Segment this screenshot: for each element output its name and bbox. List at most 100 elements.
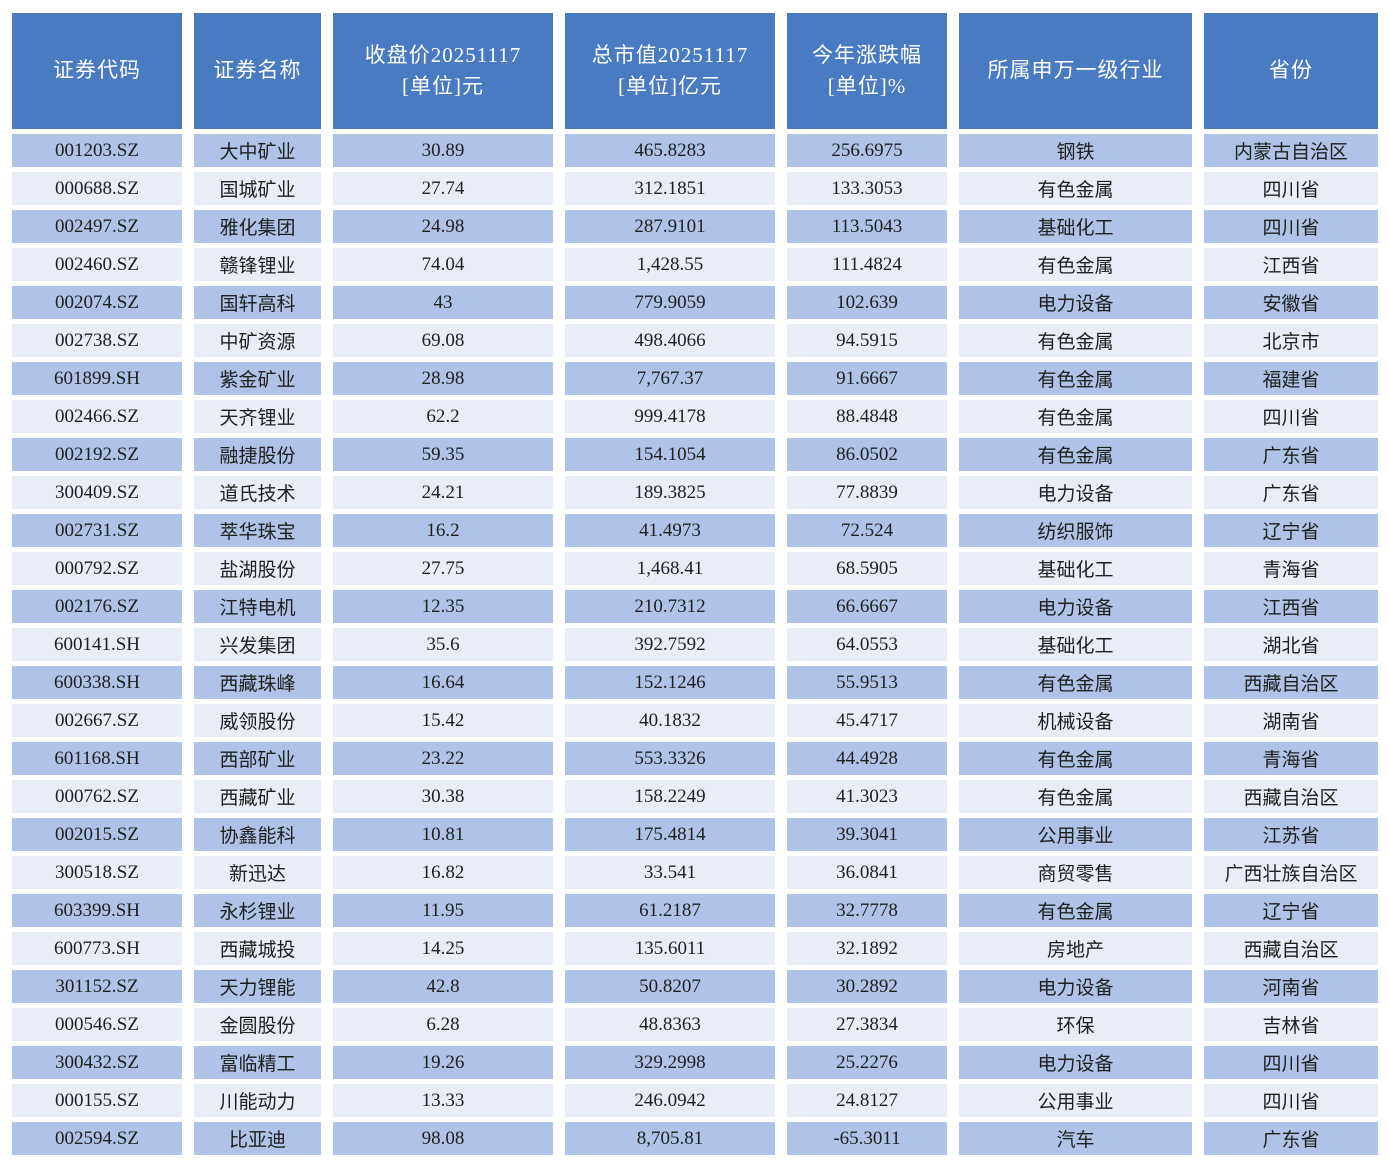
cell-security-code: 002466.SZ (12, 400, 182, 433)
cell-sw-industry: 电力设备 (959, 286, 1192, 319)
table-row: 002466.SZ 天齐锂业 62.2 999.4178 88.4848 有色金属 四川省 (12, 400, 1378, 433)
cell-security-code: 300409.SZ (12, 476, 182, 509)
cell-ytd-change: 36.0841 (787, 856, 947, 889)
cell-close-price: 10.81 (333, 818, 553, 851)
cell-market-cap: 48.8363 (565, 1008, 775, 1041)
cell-ytd-change: -65.3011 (787, 1122, 947, 1155)
cell-security-name: 西部矿业 (194, 742, 321, 775)
table-row: 002497.SZ 雅化集团 24.98 287.9101 113.5043 基础化工 四川… (12, 210, 1378, 243)
column-header-province: 省份 (1204, 13, 1378, 129)
column-title: 证券代码 (53, 58, 141, 83)
cell-security-code: 000688.SZ (12, 172, 182, 205)
cell-province: 吉林省 (1204, 1008, 1378, 1041)
cell-market-cap: 189.3825 (565, 476, 775, 509)
cell-security-name: 赣锋锂业 (194, 248, 321, 281)
column-header-close-price: 收盘价20251117 [单位]元 (333, 13, 553, 129)
cell-sw-industry: 纺织服饰 (959, 514, 1192, 547)
header-row: 证券代码 证券名称 收盘价20251117 [单位]元 总市值20251117 … (12, 13, 1378, 129)
cell-province: 北京市 (1204, 324, 1378, 357)
cell-close-price: 27.75 (333, 552, 553, 585)
cell-security-name: 大中矿业 (194, 134, 321, 167)
column-title: 证券名称 (213, 58, 302, 83)
cell-security-name: 国轩高科 (194, 286, 321, 319)
cell-sw-industry: 机械设备 (959, 704, 1192, 737)
cell-close-price: 62.2 (333, 400, 553, 433)
table-row: 300432.SZ 富临精工 19.26 329.2998 25.2276 电力设备 四川省 (12, 1046, 1378, 1079)
table-row: 600338.SH 西藏珠峰 16.64 152.1246 55.9513 有色金属 西藏自… (12, 666, 1378, 699)
cell-security-name: 金圆股份 (194, 1008, 321, 1041)
cell-security-name: 中矿资源 (194, 324, 321, 357)
cell-ytd-change: 64.0553 (787, 628, 947, 661)
cell-province: 四川省 (1204, 1084, 1378, 1117)
cell-security-name: 融捷股份 (194, 438, 321, 471)
table-row: 001203.SZ 大中矿业 30.89 465.8283 256.6975 钢铁 内蒙古自… (12, 134, 1378, 167)
cell-sw-industry: 电力设备 (959, 590, 1192, 623)
cell-market-cap: 779.9059 (565, 286, 775, 319)
cell-market-cap: 553.3326 (565, 742, 775, 775)
cell-close-price: 42.8 (333, 970, 553, 1003)
cell-security-code: 000762.SZ (12, 780, 182, 813)
cell-sw-industry: 有色金属 (959, 742, 1192, 775)
cell-sw-industry: 环保 (959, 1008, 1192, 1041)
cell-security-code: 002667.SZ (12, 704, 182, 737)
table-row: 601168.SH 西部矿业 23.22 553.3326 44.4928 有色金属 青海省 (12, 742, 1378, 775)
cell-close-price: 98.08 (333, 1122, 553, 1155)
cell-province: 江苏省 (1204, 818, 1378, 851)
cell-province: 湖北省 (1204, 628, 1378, 661)
table-row: 600141.SH 兴发集团 35.6 392.7592 64.0553 基础化工 湖北省 (12, 628, 1378, 661)
table-row: 603399.SH 永杉锂业 11.95 61.2187 32.7778 有色金属 辽宁省 (12, 894, 1378, 927)
cell-security-name: 雅化集团 (194, 210, 321, 243)
cell-ytd-change: 86.0502 (787, 438, 947, 471)
cell-close-price: 30.89 (333, 134, 553, 167)
cell-market-cap: 7,767.37 (565, 362, 775, 395)
table-row: 002731.SZ 萃华珠宝 16.2 41.4973 72.524 纺织服饰 辽宁省 (12, 514, 1378, 547)
table-row: 600773.SH 西藏城投 14.25 135.6011 32.1892 房地产 西藏自治… (12, 932, 1378, 965)
cell-market-cap: 1,468.41 (565, 552, 775, 585)
cell-security-name: 紫金矿业 (194, 362, 321, 395)
cell-market-cap: 465.8283 (565, 134, 775, 167)
cell-close-price: 16.82 (333, 856, 553, 889)
cell-ytd-change: 32.7778 (787, 894, 947, 927)
cell-security-name: 富临精工 (194, 1046, 321, 1079)
cell-province: 江西省 (1204, 590, 1378, 623)
cell-market-cap: 210.7312 (565, 590, 775, 623)
cell-sw-industry: 有色金属 (959, 248, 1192, 281)
cell-close-price: 24.21 (333, 476, 553, 509)
cell-ytd-change: 30.2892 (787, 970, 947, 1003)
cell-security-name: 比亚迪 (194, 1122, 321, 1155)
cell-sw-industry: 电力设备 (959, 1046, 1192, 1079)
cell-sw-industry: 有色金属 (959, 666, 1192, 699)
cell-security-code: 603399.SH (12, 894, 182, 927)
cell-security-name: 天力锂能 (194, 970, 321, 1003)
cell-security-name: 萃华珠宝 (194, 514, 321, 547)
cell-market-cap: 999.4178 (565, 400, 775, 433)
table-row: 002192.SZ 融捷股份 59.35 154.1054 86.0502 有色金属 广东省 (12, 438, 1378, 471)
cell-close-price: 6.28 (333, 1008, 553, 1041)
cell-close-price: 27.74 (333, 172, 553, 205)
cell-close-price: 12.35 (333, 590, 553, 623)
cell-market-cap: 154.1054 (565, 438, 775, 471)
stock-table: 证券代码 证券名称 收盘价20251117 [单位]元 总市值20251117 … (0, 8, 1390, 1160)
cell-province: 福建省 (1204, 362, 1378, 395)
cell-market-cap: 498.4066 (565, 324, 775, 357)
cell-province: 广东省 (1204, 476, 1378, 509)
cell-province: 广西壮族自治区 (1204, 856, 1378, 889)
cell-ytd-change: 45.4717 (787, 704, 947, 737)
cell-sw-industry: 公用事业 (959, 818, 1192, 851)
table-header: 证券代码 证券名称 收盘价20251117 [单位]元 总市值20251117 … (12, 13, 1378, 129)
cell-ytd-change: 66.6667 (787, 590, 947, 623)
cell-province: 四川省 (1204, 1046, 1378, 1079)
cell-market-cap: 1,428.55 (565, 248, 775, 281)
cell-province: 江西省 (1204, 248, 1378, 281)
cell-province: 广东省 (1204, 1122, 1378, 1155)
cell-close-price: 19.26 (333, 1046, 553, 1079)
table-row: 002667.SZ 威领股份 15.42 40.1832 45.4717 机械设备 湖南省 (12, 704, 1378, 737)
cell-province: 湖南省 (1204, 704, 1378, 737)
cell-ytd-change: 256.6975 (787, 134, 947, 167)
cell-ytd-change: 24.8127 (787, 1084, 947, 1117)
cell-security-name: 威领股份 (194, 704, 321, 737)
cell-market-cap: 33.541 (565, 856, 775, 889)
cell-close-price: 14.25 (333, 932, 553, 965)
cell-market-cap: 8,705.81 (565, 1122, 775, 1155)
cell-ytd-change: 68.5905 (787, 552, 947, 585)
